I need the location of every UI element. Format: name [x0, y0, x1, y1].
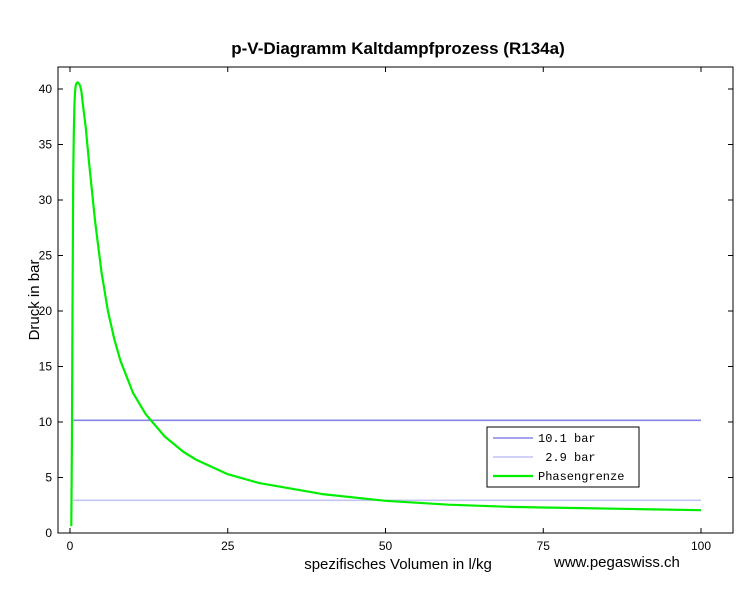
y-tick-label: 40: [39, 82, 53, 96]
y-tick-label: 35: [39, 138, 53, 152]
legend-label-29: 2.9 bar: [538, 451, 596, 465]
x-tick-label: 50: [379, 539, 393, 553]
y-tick-label: 0: [45, 526, 52, 540]
x-axis-label: spezifisches Volumen in l/kg: [304, 556, 492, 573]
watermark: www.pegaswiss.ch: [554, 554, 680, 571]
y-axis-label: Druck in bar: [26, 260, 43, 341]
x-tick-label: 75: [537, 539, 551, 553]
y-tick-label: 20: [39, 304, 53, 318]
y-tick-label: 15: [39, 360, 53, 374]
x-tick-label: 0: [67, 539, 74, 553]
chart-title: p-V-Diagramm Kaltdampfprozess (R134a): [231, 39, 564, 58]
y-tick-label: 5: [45, 471, 52, 485]
phase-boundary-curve: [70, 81, 702, 527]
legend-label-101: 10.1 bar: [538, 432, 596, 446]
legend: 10.1 bar 2.9 bar Phasengrenze: [486, 426, 640, 488]
y-tick-label: 10: [39, 415, 53, 429]
x-tick-label: 25: [221, 539, 235, 553]
legend-label-phase: Phasengrenze: [538, 470, 624, 484]
x-tick-label: 100: [691, 539, 711, 553]
y-tick-label: 25: [39, 249, 53, 263]
y-tick-label: 30: [39, 193, 53, 207]
